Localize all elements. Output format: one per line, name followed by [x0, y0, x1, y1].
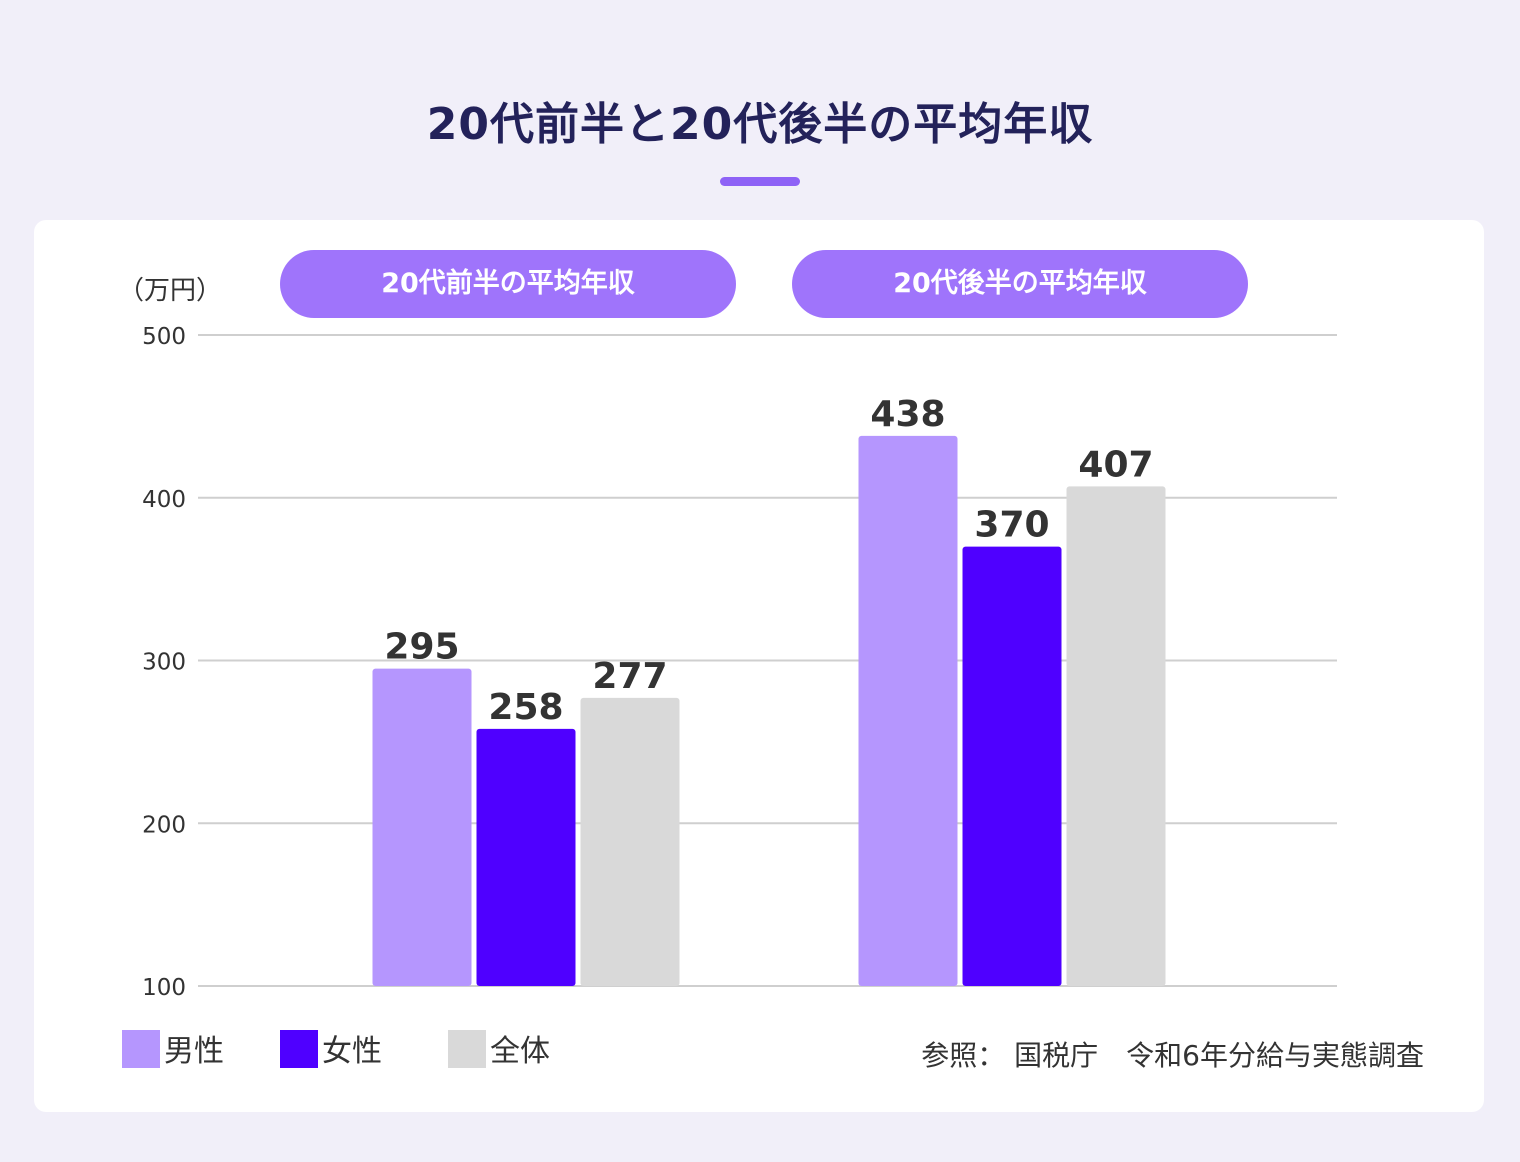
y-tick-label-500: 500	[142, 324, 186, 350]
legend-swatch-female	[280, 1030, 318, 1068]
bar-group0-series1	[476, 728, 576, 986]
legend-label-female: 女性	[322, 1034, 382, 1069]
legend-swatch-overall	[448, 1030, 486, 1068]
data-label-group1-series2: 407	[1078, 444, 1153, 485]
bar-group1-series2	[1066, 486, 1166, 986]
y-tick-label-100: 100	[142, 975, 186, 1001]
y-tick-label-200: 200	[142, 812, 186, 838]
source-note: 参照： 国税庁 令和6年分給与実態調査	[921, 1039, 1424, 1072]
category-label-early-20s: 20代前半の平均年収	[280, 250, 736, 318]
y-tick-label-300: 300	[142, 650, 186, 676]
data-label-group0-series0: 295	[384, 627, 459, 668]
data-label-group0-series1: 258	[488, 687, 563, 728]
bar-group1-series0	[858, 435, 958, 986]
y-tick-label-400: 400	[142, 487, 186, 513]
chart-card	[34, 220, 1484, 1112]
legend-label-overall: 全体	[490, 1034, 550, 1069]
data-label-group1-series1: 370	[974, 505, 1049, 546]
y-axis-unit-label: （万円）	[118, 276, 223, 306]
bar-group1-series1	[962, 546, 1062, 986]
data-label-group0-series2: 277	[592, 656, 667, 697]
chart-title: 20代前半と20代後半の平均年収	[426, 99, 1094, 150]
bar-group0-series2	[580, 697, 680, 986]
bar-group0-series0	[372, 668, 472, 986]
category-label-late-20s: 20代後半の平均年収	[792, 250, 1248, 318]
title-underline	[720, 177, 800, 186]
legend-swatch-male	[122, 1030, 160, 1068]
data-label-group1-series0: 438	[870, 394, 945, 435]
legend-label-male: 男性	[164, 1034, 224, 1069]
